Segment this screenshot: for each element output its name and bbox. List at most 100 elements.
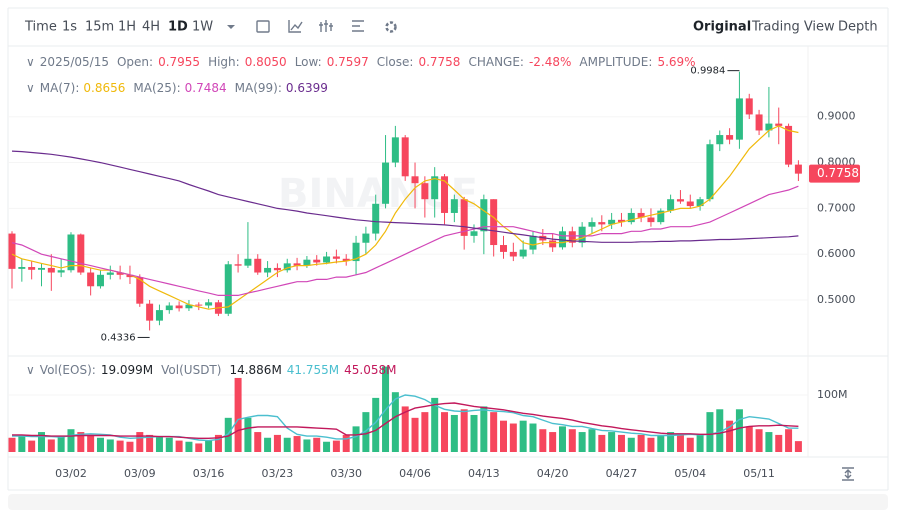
ohlc-legend: ∨ 2025/05/15 Open: 0.7955 High: 0.8050 Low: 0.7… <box>26 55 696 69</box>
x-tick-label: 03/02 <box>55 467 87 480</box>
volume-bar <box>785 429 793 452</box>
view-tab[interactable]: Trading View <box>751 20 835 35</box>
volume-bar <box>57 436 65 452</box>
legend-text: 0.7484 <box>185 81 227 95</box>
volume-bar <box>431 397 439 452</box>
volume-bar <box>165 437 173 452</box>
candle-body <box>716 135 724 145</box>
legend-text: Close: <box>377 55 414 69</box>
candle-body <box>431 176 439 200</box>
calendar-icon[interactable] <box>256 20 270 33</box>
indicator-icon[interactable] <box>288 20 303 33</box>
interval-tab[interactable]: 15m <box>85 20 114 35</box>
candle-body <box>509 251 517 257</box>
volume-bar <box>726 420 734 452</box>
legend-text: Open: <box>117 55 153 69</box>
legend-text: 2025/05/15 <box>40 55 109 69</box>
candle-body <box>254 258 262 273</box>
volume-bar <box>608 432 616 452</box>
legend-text: Vol(EOS): <box>40 363 96 377</box>
y-tick-label: 0.6000 <box>817 247 856 260</box>
legend-text: 0.7758 <box>418 55 460 69</box>
legend-text: High: <box>208 55 240 69</box>
candle-body <box>500 245 507 252</box>
interval-tab[interactable]: 1D <box>168 20 188 35</box>
candle-body <box>411 176 419 184</box>
volume-bar <box>293 436 301 452</box>
volume-bar <box>303 439 311 452</box>
x-tick-label: 04/20 <box>537 467 569 480</box>
view-tab[interactable]: Depth <box>838 20 878 35</box>
volume-bar <box>352 426 360 452</box>
candle-body <box>627 212 635 223</box>
candle-body <box>96 274 104 287</box>
volume-bar <box>627 437 635 452</box>
candle-body <box>165 305 173 311</box>
view-tab[interactable]: Original <box>693 20 751 35</box>
volume-bar <box>470 414 478 452</box>
candle-body <box>775 123 783 126</box>
candle-body <box>470 231 478 236</box>
candle-body <box>342 258 350 262</box>
volume-bar <box>598 434 606 452</box>
interval-tab[interactable]: 1s <box>62 20 77 35</box>
volume-bar <box>490 412 498 452</box>
volume-bar <box>411 417 419 452</box>
volume-bar <box>332 440 340 452</box>
volume-bar <box>96 437 104 452</box>
scale-icon[interactable] <box>842 467 854 481</box>
volume-bar <box>568 429 576 452</box>
legend-text: 0.6399 <box>286 81 328 95</box>
volume-bar <box>578 432 586 452</box>
y-tick-label: 0.9000 <box>817 110 856 123</box>
volume-bar <box>421 412 429 452</box>
legend-text: 0.8050 <box>245 55 287 69</box>
legend-text: Low: <box>295 55 322 69</box>
volume-bar <box>676 434 684 452</box>
volume-bar <box>116 440 124 452</box>
legend-text: Vol(USDT) <box>161 363 221 377</box>
candle-body <box>647 217 655 223</box>
volume-bar <box>195 443 203 452</box>
volume-bar <box>185 441 193 452</box>
volume-bar <box>313 437 321 452</box>
settings-list-icon[interactable] <box>352 20 364 32</box>
volume-bar <box>323 441 331 452</box>
candle-body <box>794 164 802 174</box>
legend-text: 14.886M <box>229 363 281 377</box>
ma-legend: ∨ MA(7): 0.8656 MA(25): 0.7484 MA(99): 0.6399 <box>26 81 328 95</box>
candle-body <box>313 259 321 263</box>
candle-body <box>588 222 596 227</box>
volume-bar <box>588 429 596 452</box>
candle-body <box>18 267 26 269</box>
gear-icon[interactable] <box>385 21 397 33</box>
volume-bar <box>67 429 75 452</box>
legend-text: 41.755M <box>287 363 339 377</box>
candle-body <box>264 267 272 273</box>
candle-body <box>785 125 793 165</box>
candle-body <box>332 256 340 259</box>
volume-bar <box>18 434 26 452</box>
volume-bar <box>509 423 517 452</box>
interval-tab[interactable]: 4H <box>142 20 160 35</box>
legend-text: CHANGE: <box>468 55 524 69</box>
candle-body <box>401 137 409 177</box>
volume-bar <box>126 441 134 452</box>
interval-dropdown[interactable] <box>227 25 235 29</box>
volume-bar <box>500 420 507 452</box>
candle-body <box>352 242 360 262</box>
interval-tab[interactable]: 1H <box>118 20 136 35</box>
interval-tab[interactable]: 1W <box>192 20 213 35</box>
ma-line <box>11 125 799 310</box>
candle-body <box>106 272 114 275</box>
x-tick-label: 04/13 <box>468 467 500 480</box>
volume-bar <box>519 420 527 452</box>
candle-body <box>421 183 429 200</box>
x-tick-label: 04/06 <box>399 467 431 480</box>
candle-body <box>686 201 694 207</box>
candle-body <box>696 199 704 207</box>
candles-icon[interactable] <box>319 20 333 32</box>
volume-bar <box>234 377 242 452</box>
candle-body <box>234 264 242 266</box>
